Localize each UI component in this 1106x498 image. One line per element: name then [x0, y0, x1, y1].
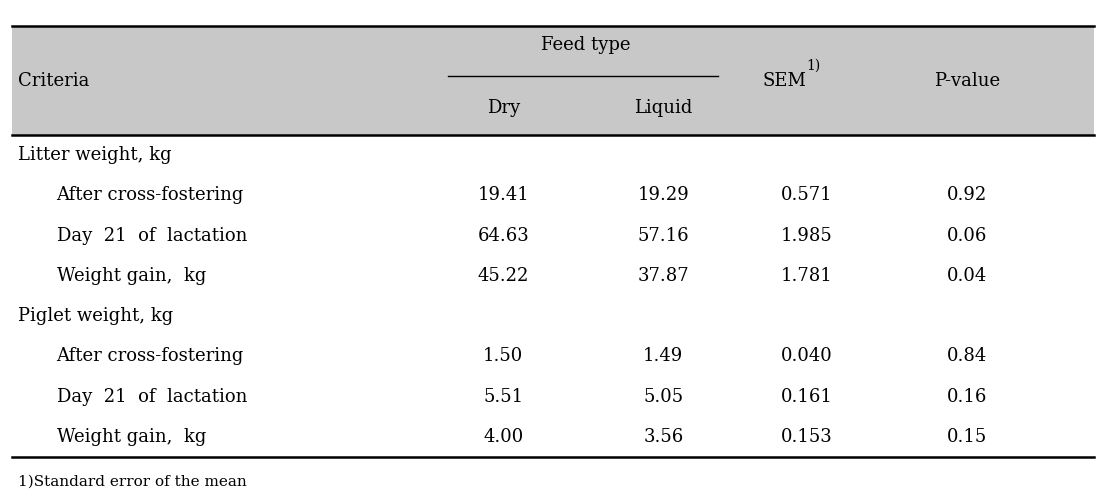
Text: 1.49: 1.49 [644, 348, 684, 366]
Text: Weight gain,  kg: Weight gain, kg [56, 428, 206, 446]
Text: 37.87: 37.87 [637, 267, 689, 285]
Text: 0.040: 0.040 [781, 348, 833, 366]
Text: 5.05: 5.05 [644, 387, 684, 406]
Text: 0.04: 0.04 [947, 267, 987, 285]
Text: Day  21  of  lactation: Day 21 of lactation [56, 387, 247, 406]
Text: 3.56: 3.56 [644, 428, 684, 446]
Text: Piglet weight, kg: Piglet weight, kg [18, 307, 174, 325]
Text: Weight gain,  kg: Weight gain, kg [56, 267, 206, 285]
Text: Criteria: Criteria [18, 72, 90, 90]
Text: P-value: P-value [933, 72, 1000, 90]
Text: Day  21  of  lactation: Day 21 of lactation [56, 227, 247, 245]
Text: 64.63: 64.63 [478, 227, 530, 245]
Text: 0.92: 0.92 [947, 186, 987, 205]
Text: SEM: SEM [763, 72, 806, 90]
Text: 45.22: 45.22 [478, 267, 529, 285]
Text: 1): 1) [806, 59, 821, 73]
Text: 0.571: 0.571 [781, 186, 833, 205]
Text: Dry: Dry [487, 99, 520, 117]
Text: 0.153: 0.153 [781, 428, 833, 446]
Text: 1.50: 1.50 [483, 348, 523, 366]
Text: 1.781: 1.781 [781, 267, 833, 285]
Text: 0.84: 0.84 [947, 348, 987, 366]
Text: 0.16: 0.16 [947, 387, 987, 406]
FancyBboxPatch shape [12, 26, 1094, 135]
Text: Liquid: Liquid [634, 99, 692, 117]
Text: 1)Standard error of the mean: 1)Standard error of the mean [18, 475, 247, 489]
Text: 4.00: 4.00 [483, 428, 523, 446]
Text: 5.51: 5.51 [483, 387, 523, 406]
Text: 57.16: 57.16 [637, 227, 689, 245]
Text: Feed type: Feed type [541, 36, 630, 54]
Text: 19.29: 19.29 [637, 186, 689, 205]
Text: 0.15: 0.15 [947, 428, 987, 446]
Text: 19.41: 19.41 [478, 186, 530, 205]
Text: Litter weight, kg: Litter weight, kg [18, 146, 171, 164]
Text: 0.06: 0.06 [947, 227, 987, 245]
Text: 0.161: 0.161 [781, 387, 833, 406]
Text: After cross-fostering: After cross-fostering [56, 348, 244, 366]
Text: After cross-fostering: After cross-fostering [56, 186, 244, 205]
Text: 1.985: 1.985 [781, 227, 833, 245]
